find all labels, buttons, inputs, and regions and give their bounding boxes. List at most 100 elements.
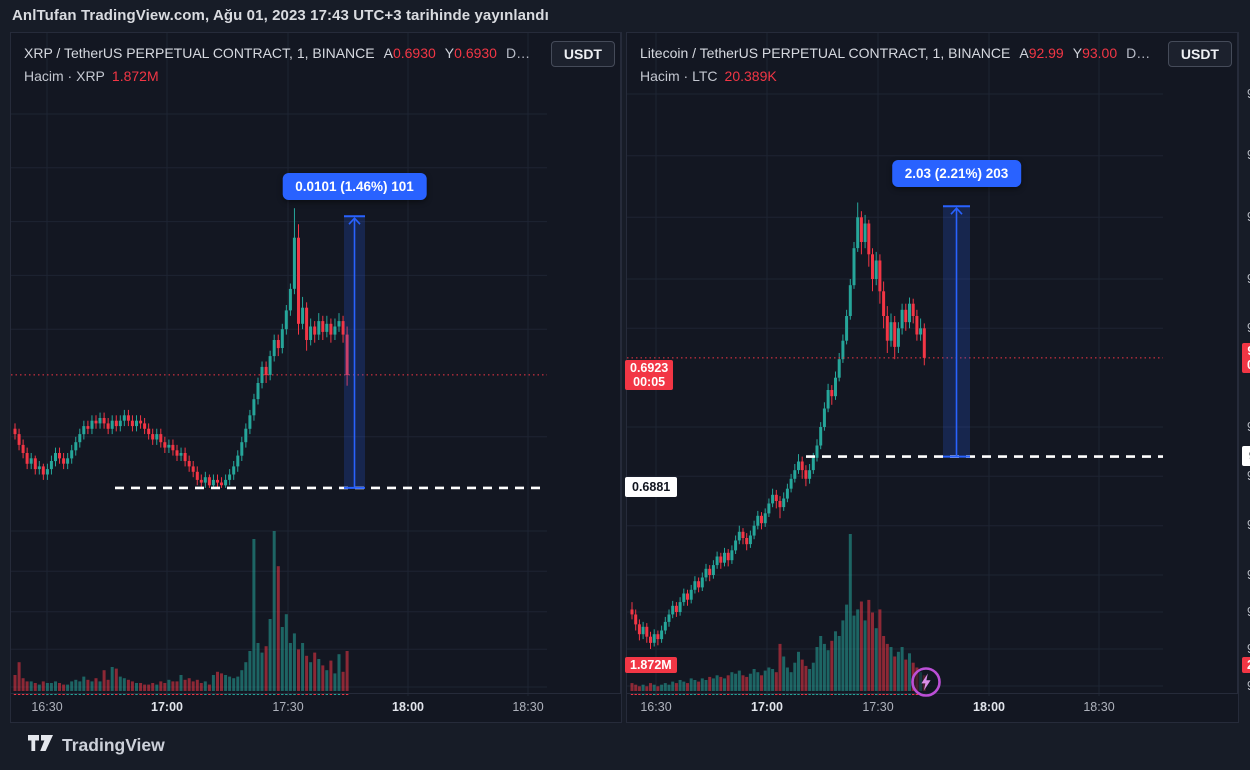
candlestick-plot-xrp[interactable] — [11, 33, 547, 696]
measure-callout[interactable]: 0.0101 (1.46%) 101 — [282, 173, 427, 200]
time-axis[interactable]: 16:30 17:00 17:30 18:00 18:30 — [11, 693, 621, 722]
candle — [224, 474, 228, 488]
candle — [719, 552, 723, 569]
candle — [778, 496, 782, 519]
candle — [645, 623, 649, 643]
candle — [908, 297, 911, 329]
candle — [135, 415, 138, 432]
chart-legend-xrp[interactable]: XRP / TetherUS PERPETUAL CONTRACT, 1, BI… — [24, 45, 530, 61]
candle — [228, 469, 232, 486]
candle — [232, 461, 236, 480]
lightning-reaction-icon[interactable] — [909, 665, 943, 704]
price-tick-label: 91.10 — [1247, 568, 1250, 582]
candle — [904, 303, 908, 331]
tradingview-logo[interactable]: TradingView — [28, 735, 165, 756]
time-tick-label: 18:00 — [973, 700, 1005, 714]
candle — [240, 436, 244, 461]
open-label: A — [1019, 45, 1029, 61]
candle — [789, 473, 793, 493]
candle — [118, 415, 122, 432]
candle — [248, 409, 252, 435]
candle — [745, 533, 749, 551]
candle — [767, 498, 771, 517]
candle — [179, 447, 183, 461]
high-value: 93.00 — [1082, 45, 1118, 61]
candlestick-plot-ltc[interactable] — [627, 33, 1163, 696]
level-price-badge: 92.06 — [1242, 446, 1250, 467]
candle — [922, 323, 926, 366]
candle — [337, 313, 341, 332]
volume-legend-xrp[interactable]: Hacim · XRP 1.872M — [24, 68, 159, 84]
candle — [260, 361, 264, 389]
time-tick-label: 18:00 — [392, 700, 424, 714]
volume-value: 20.389K — [724, 68, 777, 84]
candle — [199, 474, 203, 488]
chart-panel-ltc: Litecoin / TetherUS PERPETUAL CONTRACT, … — [626, 32, 1250, 723]
candle — [804, 465, 808, 487]
candle — [649, 631, 652, 649]
candle — [94, 415, 98, 429]
tradingview-logo-icon — [28, 735, 53, 751]
footer-bar: TradingView — [0, 723, 1250, 770]
candle — [652, 629, 656, 647]
candle — [159, 428, 163, 448]
candle — [697, 577, 701, 593]
candle — [58, 447, 61, 464]
volume-legend-ltc[interactable]: Hacim · LTC 20.389K — [640, 68, 777, 84]
candle — [841, 334, 845, 363]
measure-callout[interactable]: 2.03 (2.21%) 203 — [891, 160, 1022, 187]
currency-badge[interactable]: USDT — [550, 41, 615, 67]
currency-badge[interactable]: USDT — [1167, 41, 1232, 67]
candle — [834, 371, 837, 400]
price-tick-label: 93.10 — [1247, 321, 1250, 335]
price-range-tool[interactable] — [943, 205, 970, 458]
candle — [41, 463, 45, 480]
candle — [704, 563, 708, 582]
candle — [859, 211, 863, 255]
low-label-truncated: D… — [1126, 45, 1151, 61]
time-tick-label: 18:30 — [512, 700, 544, 714]
candle — [797, 454, 800, 474]
price-tick-label: 94.00 — [1247, 210, 1250, 224]
time-tick-label: 16:30 — [640, 700, 672, 714]
price-tick-label: 94.50 — [1247, 148, 1250, 162]
current-price-badge: 92.8600:05 — [1242, 342, 1250, 373]
candle — [106, 418, 110, 435]
price-axis[interactable]: 92.8600:05 92.06 20.389K 95.00 94.50 94.00… — [1237, 33, 1250, 694]
symbol-title: XRP / TetherUS PERPETUAL CONTRACT, 1, BI… — [24, 45, 375, 61]
candle — [175, 444, 179, 461]
candle — [49, 455, 53, 475]
candle — [630, 602, 634, 620]
candle — [333, 318, 337, 340]
candle — [70, 444, 74, 464]
time-tick-label: 16:30 — [31, 700, 63, 714]
price-range-tool[interactable] — [344, 215, 365, 489]
candle — [741, 528, 745, 545]
candle — [114, 415, 118, 432]
candle — [800, 456, 804, 479]
level-price-badge: 0.6881 — [625, 477, 678, 498]
candle — [700, 572, 704, 591]
candle — [667, 609, 671, 627]
open-label: A — [383, 45, 393, 61]
candle — [674, 602, 678, 617]
candle — [689, 584, 693, 604]
candle — [856, 202, 860, 252]
candle — [919, 318, 923, 341]
candle — [167, 439, 171, 453]
candle — [671, 600, 675, 619]
candle — [678, 597, 682, 616]
candle — [763, 508, 767, 527]
candle — [715, 551, 719, 569]
chart-legend-ltc[interactable]: Litecoin / TetherUS PERPETUAL CONTRACT, … — [640, 45, 1150, 61]
candle — [90, 415, 94, 435]
current-price-badge: 0.6923 00:05 — [625, 359, 674, 390]
candle — [126, 409, 130, 427]
candle — [837, 353, 841, 382]
candle — [711, 560, 715, 579]
candle — [826, 383, 830, 413]
candle — [682, 588, 686, 606]
candle — [276, 334, 280, 357]
candle — [345, 326, 349, 386]
